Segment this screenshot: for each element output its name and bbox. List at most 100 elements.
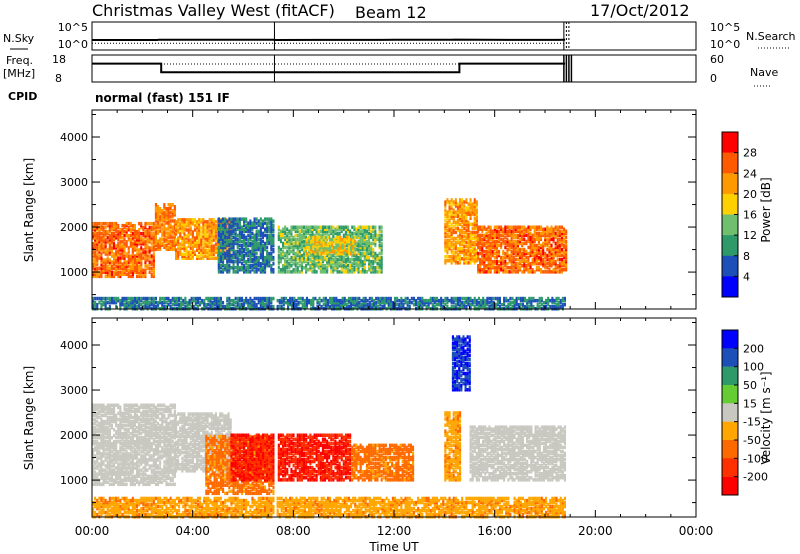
heat-cell xyxy=(232,300,235,305)
heat-cell xyxy=(529,249,532,254)
heat-cell xyxy=(376,262,379,266)
heat-cell xyxy=(259,251,262,256)
heat-cell xyxy=(212,238,215,242)
heat-cell xyxy=(199,300,202,305)
heat-cell xyxy=(311,231,314,236)
heat-cell xyxy=(479,233,482,238)
heat-cell xyxy=(354,298,357,303)
heat-cell xyxy=(183,254,186,258)
heat-cell xyxy=(148,260,151,264)
heat-cell xyxy=(485,253,488,258)
heat-cell xyxy=(261,231,264,236)
heat-cell xyxy=(282,266,285,270)
heat-cell xyxy=(387,302,390,307)
heat-cell xyxy=(456,218,459,222)
heat-cell xyxy=(372,253,375,258)
heat-cell xyxy=(431,302,434,307)
heat-cell xyxy=(483,237,486,242)
heat-cell xyxy=(485,264,488,268)
heat-cell xyxy=(459,298,462,303)
heat-cell xyxy=(266,249,269,254)
heat-cell xyxy=(467,242,470,247)
heat-cell xyxy=(286,270,289,274)
heat-cell xyxy=(529,239,532,244)
heat-cell xyxy=(359,262,362,266)
heat-cell xyxy=(444,261,447,265)
heat-cell xyxy=(554,233,557,238)
heat-cell xyxy=(417,300,420,305)
heat-cell xyxy=(240,227,243,231)
heat-cell xyxy=(412,298,415,303)
heat-cell xyxy=(324,246,327,250)
heat-cell xyxy=(284,245,287,250)
heat-cell xyxy=(544,239,547,244)
heat-cell xyxy=(372,241,375,246)
heat-cell xyxy=(261,296,264,301)
heat-cell xyxy=(266,225,269,229)
heat-cell xyxy=(152,264,155,268)
heat-cell xyxy=(217,231,220,236)
heat-cell xyxy=(465,230,468,235)
heat-cell xyxy=(268,302,271,307)
heat-cell xyxy=(467,257,470,261)
heat-cell xyxy=(182,302,185,307)
heat-cell xyxy=(298,245,301,250)
heat-cell xyxy=(529,266,532,270)
heat-cell xyxy=(167,247,170,251)
heat-cell xyxy=(175,296,178,301)
heat-cell xyxy=(100,262,103,266)
heat-cell xyxy=(208,226,211,230)
heat-cell xyxy=(452,236,455,241)
heat-cell xyxy=(98,296,101,301)
heat-cell xyxy=(481,225,484,229)
heat-cell xyxy=(469,250,472,255)
heat-cell xyxy=(542,241,545,246)
heat-cell xyxy=(98,234,101,238)
heat-cell xyxy=(92,242,95,246)
heat-cell xyxy=(201,298,204,303)
heat-cell xyxy=(471,242,474,247)
heat-cell xyxy=(508,253,511,258)
heat-cell xyxy=(463,230,466,235)
heat-cell xyxy=(389,296,392,301)
heat-cell xyxy=(463,214,466,218)
heat-cell xyxy=(511,300,514,305)
heat-cell xyxy=(370,247,373,252)
heat-cell xyxy=(508,241,511,246)
heat-cell xyxy=(261,255,264,260)
heat-cell xyxy=(519,231,522,236)
heat-cell xyxy=(315,249,318,254)
heat-cell xyxy=(131,254,134,258)
heat-cell xyxy=(502,229,505,233)
heat-cell xyxy=(113,225,116,230)
heat-cell xyxy=(353,268,356,272)
heat-cell xyxy=(446,238,449,243)
heat-cell xyxy=(347,237,350,242)
heat-cell xyxy=(110,232,113,236)
heat-cell xyxy=(196,240,199,244)
heat-cell xyxy=(140,274,143,279)
heat-cell xyxy=(146,298,149,303)
heat-cell xyxy=(169,219,172,223)
heat-cell xyxy=(213,298,216,303)
heat-cell xyxy=(452,220,455,224)
heat-cell xyxy=(469,232,472,237)
heat-cell xyxy=(440,298,443,303)
nave-tick-bottom: 0 xyxy=(710,72,717,85)
heat-cell xyxy=(270,255,273,260)
heat-cell xyxy=(456,246,459,251)
heat-cell xyxy=(465,232,468,237)
heat-cell xyxy=(92,223,95,228)
heat-cell xyxy=(150,260,153,264)
heat-cell xyxy=(292,243,295,248)
heat-cell xyxy=(475,216,478,220)
heat-cell xyxy=(236,304,239,309)
heat-cell xyxy=(133,304,136,309)
heat-cell xyxy=(144,270,147,274)
heat-cell xyxy=(169,225,172,229)
heat-cell xyxy=(133,223,136,228)
heat-cell xyxy=(104,240,107,244)
heat-cell xyxy=(253,241,256,246)
heat-cell xyxy=(294,227,297,231)
heat-cell xyxy=(495,241,498,246)
